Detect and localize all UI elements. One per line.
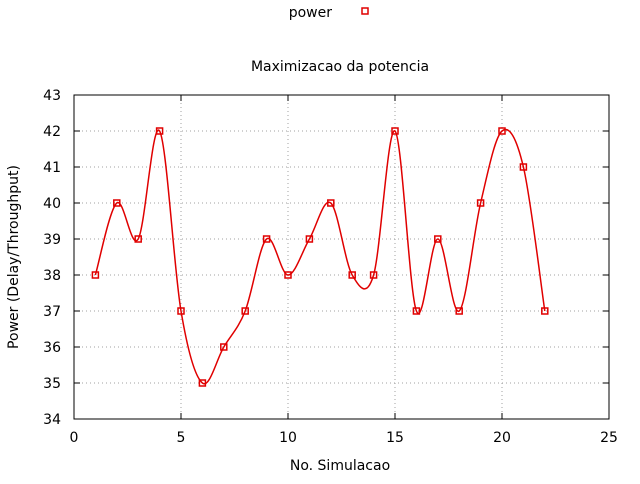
- x-tick-label: 5: [177, 430, 186, 446]
- y-tick-label: 41: [43, 160, 61, 176]
- data-point-power-12: [327, 199, 335, 207]
- y-tick-label: 37: [43, 304, 61, 320]
- y-tick-label: 40: [43, 196, 61, 212]
- chart-title: Maximizacao da potencia: [251, 59, 429, 75]
- data-point-power-11: [305, 235, 314, 243]
- y-axis-label: Power (Delay/Throughput): [6, 165, 22, 349]
- data-point-power-13: [348, 271, 356, 279]
- data-point-power-5: [177, 307, 185, 315]
- y-tick-label: 36: [43, 340, 61, 356]
- data-point-power-21: [519, 163, 528, 171]
- data-point-power-19: [476, 199, 485, 207]
- legend: power: [289, 5, 369, 21]
- data-point-power-7: [220, 343, 228, 351]
- plot-area-border: [73, 94, 610, 420]
- x-tick-label: 20: [493, 430, 511, 446]
- tick-labels: 34 35 36 37 38 39 40 41 42 43 0 5 10 15 20 25: [43, 88, 618, 446]
- data-point-power-8: [241, 307, 249, 315]
- data-point-power-15: [391, 127, 399, 135]
- y-tick-label: 35: [43, 376, 61, 392]
- x-tick-label: 15: [386, 430, 404, 446]
- data-point-power-20: [498, 127, 506, 135]
- series-line-power: [94, 128, 546, 385]
- x-tick-label: 0: [70, 430, 79, 446]
- series-group: [91, 127, 549, 387]
- data-point-power-17: [434, 235, 442, 243]
- data-point-power-10: [284, 271, 292, 279]
- y-tick-label: 38: [43, 268, 61, 284]
- legend-label: power: [289, 5, 333, 21]
- legend-marker: [361, 7, 369, 15]
- data-point-power-22: [541, 307, 549, 315]
- data-point-power-1: [91, 271, 100, 279]
- data-point-power-18: [455, 307, 463, 315]
- x-tick-label: 25: [600, 430, 618, 446]
- data-point-power-9: [262, 235, 271, 243]
- x-tick-label: 10: [279, 430, 297, 446]
- y-tick-label: 42: [43, 124, 61, 140]
- data-point-power-16: [412, 307, 421, 315]
- data-point-power-6: [198, 379, 207, 387]
- data-point-power-4: [155, 127, 164, 135]
- data-point-power-2: [113, 199, 121, 207]
- y-tick-label: 39: [43, 232, 61, 248]
- y-tick-label: 34: [43, 412, 61, 428]
- y-tick-label: 43: [43, 88, 61, 104]
- x-axis-label: No. Simulacao: [290, 458, 390, 474]
- data-point-power-14: [369, 271, 378, 279]
- data-point-power-3: [134, 235, 142, 243]
